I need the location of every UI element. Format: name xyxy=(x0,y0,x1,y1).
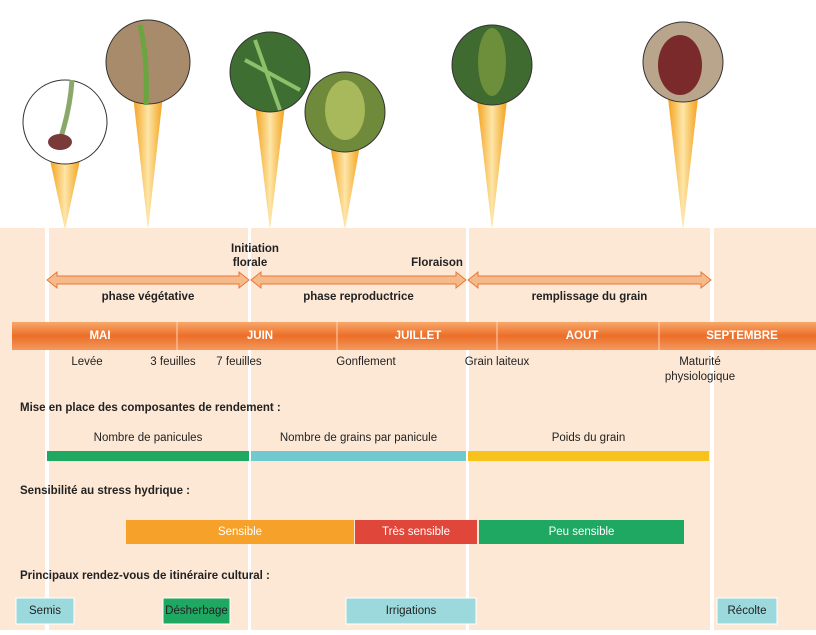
phase-label: phase reproductrice xyxy=(303,291,414,303)
stress-label: Sensible xyxy=(218,526,262,538)
section-title: Principaux rendez-vous de itinéraire cul… xyxy=(20,570,270,582)
phase-label: phase végétative xyxy=(102,291,195,303)
annotation: Floraison xyxy=(411,257,463,269)
month-label: AOUT xyxy=(566,330,599,342)
month-label: MAI xyxy=(89,330,110,342)
component-bar xyxy=(468,451,709,461)
sorghum-cycle-diagram: Initiation florale Floraison phase végét… xyxy=(0,0,816,630)
component-label: Nombre de panicules xyxy=(94,432,203,444)
stress-label: Très sensible xyxy=(382,526,450,538)
stage-label: Levée xyxy=(71,356,102,368)
stage-label: 7 feuilles xyxy=(216,356,262,368)
schedule-label: Récolte xyxy=(728,605,767,617)
annotation: Initiation xyxy=(231,243,279,255)
phase-label: remplissage du grain xyxy=(532,291,648,303)
stage-label: 3 feuilles xyxy=(150,356,196,368)
stage-label: Gonflement xyxy=(336,356,396,368)
schedule-label: Désherbage xyxy=(165,605,228,617)
section-title: Sensibilité au stress hydrique : xyxy=(20,485,190,497)
section-title: Mise en place des composantes de rendeme… xyxy=(20,402,281,414)
annotation: florale xyxy=(233,257,268,269)
month-label: SEPTEMBRE xyxy=(706,330,778,342)
month-label: JUILLET xyxy=(395,330,442,342)
schedule-label: Irrigations xyxy=(386,605,437,617)
component-bar xyxy=(47,451,249,461)
component-label: Poids du grain xyxy=(552,432,626,444)
component-bar xyxy=(251,451,466,461)
component-label: Nombre de grains par panicule xyxy=(280,432,437,444)
month-label: JUIN xyxy=(247,330,273,342)
stage-label: Grain laiteux xyxy=(465,356,530,368)
stress-label: Peu sensible xyxy=(549,526,615,538)
schedule-label: Semis xyxy=(29,605,61,617)
